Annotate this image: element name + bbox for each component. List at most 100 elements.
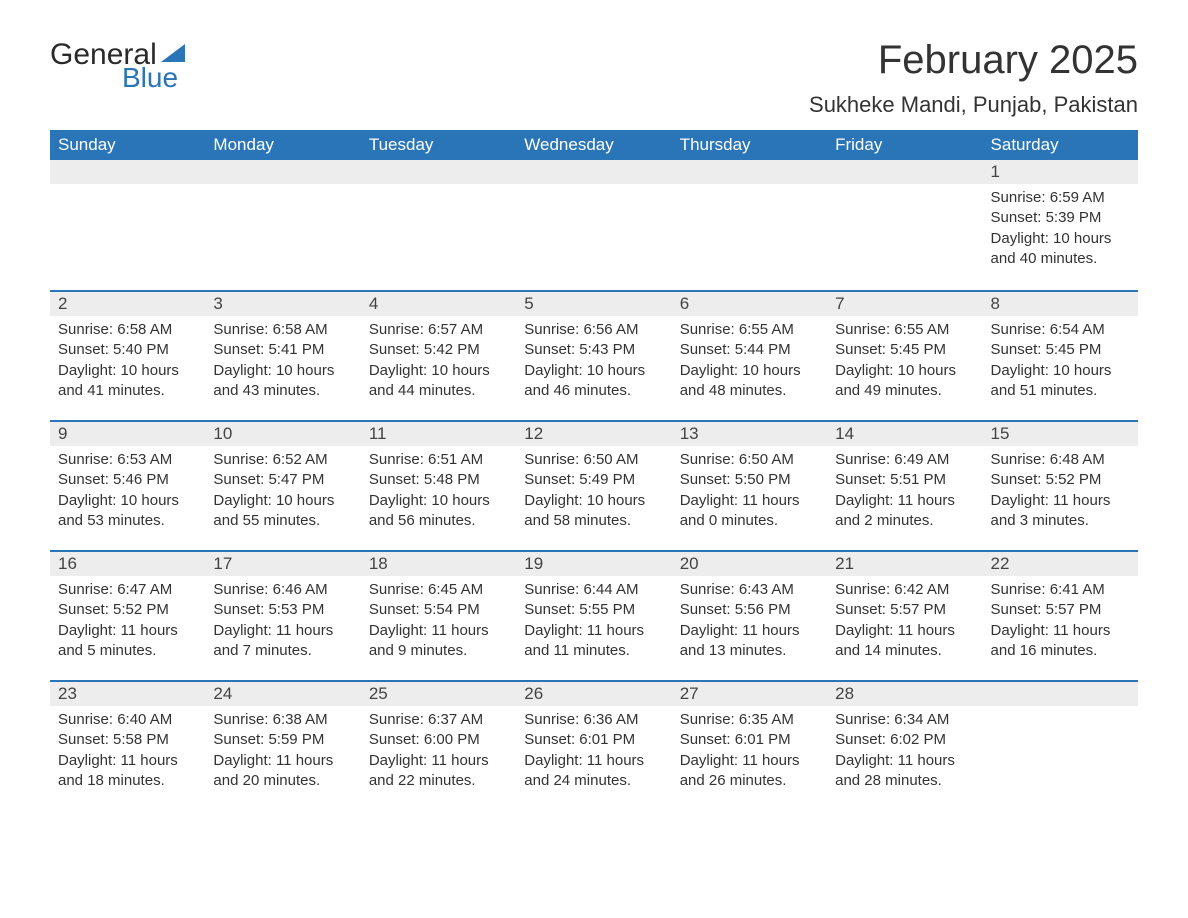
sunrise-line: Sunrise: 6:46 AM: [213, 580, 352, 600]
sunset-line: Sunset: 5:57 PM: [991, 600, 1130, 620]
daylight-line: Daylight: 11 hours and 26 minutes.: [680, 751, 819, 792]
sunrise-line: Sunrise: 6:34 AM: [835, 710, 974, 730]
day-details: Sunrise: 6:50 AMSunset: 5:49 PMDaylight:…: [516, 446, 671, 533]
calendar-day-cell: 21Sunrise: 6:42 AMSunset: 5:57 PMDayligh…: [827, 550, 982, 680]
daylight-line: Daylight: 10 hours and 44 minutes.: [369, 361, 508, 402]
sunrise-line: Sunrise: 6:50 AM: [524, 450, 663, 470]
sunset-line: Sunset: 5:41 PM: [213, 340, 352, 360]
day-details: Sunrise: 6:45 AMSunset: 5:54 PMDaylight:…: [361, 576, 516, 663]
day-number: 13: [672, 420, 827, 446]
day-details: [516, 184, 671, 264]
calendar-day-cell: 8Sunrise: 6:54 AMSunset: 5:45 PMDaylight…: [983, 290, 1138, 420]
sunrise-line: Sunrise: 6:55 AM: [680, 320, 819, 340]
column-header: Thursday: [672, 130, 827, 160]
sunset-line: Sunset: 5:45 PM: [991, 340, 1130, 360]
sunrise-line: Sunrise: 6:55 AM: [835, 320, 974, 340]
month-title: February 2025: [809, 40, 1138, 80]
calendar-day-cell: [516, 160, 671, 290]
sunset-line: Sunset: 5:54 PM: [369, 600, 508, 620]
day-details: Sunrise: 6:55 AMSunset: 5:45 PMDaylight:…: [827, 316, 982, 403]
day-details: Sunrise: 6:37 AMSunset: 6:00 PMDaylight:…: [361, 706, 516, 793]
column-header: Tuesday: [361, 130, 516, 160]
day-number: [827, 160, 982, 184]
logo-text-blue: Blue: [122, 64, 185, 92]
calendar-day-cell: 28Sunrise: 6:34 AMSunset: 6:02 PMDayligh…: [827, 680, 982, 810]
calendar-day-cell: 26Sunrise: 6:36 AMSunset: 6:01 PMDayligh…: [516, 680, 671, 810]
daylight-line: Daylight: 11 hours and 7 minutes.: [213, 621, 352, 662]
calendar-day-cell: 1Sunrise: 6:59 AMSunset: 5:39 PMDaylight…: [983, 160, 1138, 290]
daylight-line: Daylight: 10 hours and 58 minutes.: [524, 491, 663, 532]
sunset-line: Sunset: 5:58 PM: [58, 730, 197, 750]
daylight-line: Daylight: 11 hours and 0 minutes.: [680, 491, 819, 532]
day-details: Sunrise: 6:55 AMSunset: 5:44 PMDaylight:…: [672, 316, 827, 403]
sunset-line: Sunset: 5:44 PM: [680, 340, 819, 360]
sunrise-line: Sunrise: 6:38 AM: [213, 710, 352, 730]
day-details: Sunrise: 6:58 AMSunset: 5:41 PMDaylight:…: [205, 316, 360, 403]
sunset-line: Sunset: 5:52 PM: [58, 600, 197, 620]
calendar-day-cell: 18Sunrise: 6:45 AMSunset: 5:54 PMDayligh…: [361, 550, 516, 680]
sunset-line: Sunset: 5:52 PM: [991, 470, 1130, 490]
day-number: 24: [205, 680, 360, 706]
calendar-day-cell: 10Sunrise: 6:52 AMSunset: 5:47 PMDayligh…: [205, 420, 360, 550]
day-number: 16: [50, 550, 205, 576]
sunrise-line: Sunrise: 6:53 AM: [58, 450, 197, 470]
sunrise-line: Sunrise: 6:40 AM: [58, 710, 197, 730]
calendar-day-cell: 11Sunrise: 6:51 AMSunset: 5:48 PMDayligh…: [361, 420, 516, 550]
day-details: [205, 184, 360, 264]
day-number: 25: [361, 680, 516, 706]
day-number: 1: [983, 160, 1138, 184]
calendar-day-cell: 17Sunrise: 6:46 AMSunset: 5:53 PMDayligh…: [205, 550, 360, 680]
day-details: Sunrise: 6:34 AMSunset: 6:02 PMDaylight:…: [827, 706, 982, 793]
logo-triangle-icon: [161, 44, 185, 62]
sunset-line: Sunset: 6:01 PM: [680, 730, 819, 750]
sunset-line: Sunset: 6:01 PM: [524, 730, 663, 750]
day-details: [50, 184, 205, 264]
sunset-line: Sunset: 5:50 PM: [680, 470, 819, 490]
day-details: Sunrise: 6:56 AMSunset: 5:43 PMDaylight:…: [516, 316, 671, 403]
calendar-week-row: 9Sunrise: 6:53 AMSunset: 5:46 PMDaylight…: [50, 420, 1138, 550]
day-number: 17: [205, 550, 360, 576]
sunrise-line: Sunrise: 6:59 AM: [991, 188, 1130, 208]
day-number: 21: [827, 550, 982, 576]
day-number: 6: [672, 290, 827, 316]
sunset-line: Sunset: 5:51 PM: [835, 470, 974, 490]
day-number: 12: [516, 420, 671, 446]
day-details: Sunrise: 6:53 AMSunset: 5:46 PMDaylight:…: [50, 446, 205, 533]
daylight-line: Daylight: 11 hours and 13 minutes.: [680, 621, 819, 662]
daylight-line: Daylight: 11 hours and 24 minutes.: [524, 751, 663, 792]
sunrise-line: Sunrise: 6:42 AM: [835, 580, 974, 600]
calendar-day-cell: 16Sunrise: 6:47 AMSunset: 5:52 PMDayligh…: [50, 550, 205, 680]
day-details: Sunrise: 6:59 AMSunset: 5:39 PMDaylight:…: [983, 184, 1138, 271]
sunrise-line: Sunrise: 6:54 AM: [991, 320, 1130, 340]
day-details: Sunrise: 6:42 AMSunset: 5:57 PMDaylight:…: [827, 576, 982, 663]
calendar-day-cell: 12Sunrise: 6:50 AMSunset: 5:49 PMDayligh…: [516, 420, 671, 550]
calendar-day-cell: 13Sunrise: 6:50 AMSunset: 5:50 PMDayligh…: [672, 420, 827, 550]
sunset-line: Sunset: 6:02 PM: [835, 730, 974, 750]
sunrise-line: Sunrise: 6:58 AM: [213, 320, 352, 340]
daylight-line: Daylight: 11 hours and 11 minutes.: [524, 621, 663, 662]
day-details: [672, 184, 827, 264]
day-number: 10: [205, 420, 360, 446]
daylight-line: Daylight: 11 hours and 2 minutes.: [835, 491, 974, 532]
daylight-line: Daylight: 11 hours and 5 minutes.: [58, 621, 197, 662]
calendar-day-cell: [672, 160, 827, 290]
sunrise-line: Sunrise: 6:44 AM: [524, 580, 663, 600]
sunrise-line: Sunrise: 6:58 AM: [58, 320, 197, 340]
day-details: Sunrise: 6:54 AMSunset: 5:45 PMDaylight:…: [983, 316, 1138, 403]
day-details: Sunrise: 6:41 AMSunset: 5:57 PMDaylight:…: [983, 576, 1138, 663]
calendar-day-cell: 9Sunrise: 6:53 AMSunset: 5:46 PMDaylight…: [50, 420, 205, 550]
day-number: 11: [361, 420, 516, 446]
daylight-line: Daylight: 11 hours and 9 minutes.: [369, 621, 508, 662]
daylight-line: Daylight: 11 hours and 16 minutes.: [991, 621, 1130, 662]
day-details: Sunrise: 6:50 AMSunset: 5:50 PMDaylight:…: [672, 446, 827, 533]
day-number: 2: [50, 290, 205, 316]
day-number: 20: [672, 550, 827, 576]
day-number: [361, 160, 516, 184]
day-details: Sunrise: 6:43 AMSunset: 5:56 PMDaylight:…: [672, 576, 827, 663]
calendar-header-row: SundayMondayTuesdayWednesdayThursdayFrid…: [50, 130, 1138, 160]
calendar-day-cell: 7Sunrise: 6:55 AMSunset: 5:45 PMDaylight…: [827, 290, 982, 420]
sunrise-line: Sunrise: 6:43 AM: [680, 580, 819, 600]
daylight-line: Daylight: 11 hours and 20 minutes.: [213, 751, 352, 792]
daylight-line: Daylight: 10 hours and 48 minutes.: [680, 361, 819, 402]
sunrise-line: Sunrise: 6:57 AM: [369, 320, 508, 340]
